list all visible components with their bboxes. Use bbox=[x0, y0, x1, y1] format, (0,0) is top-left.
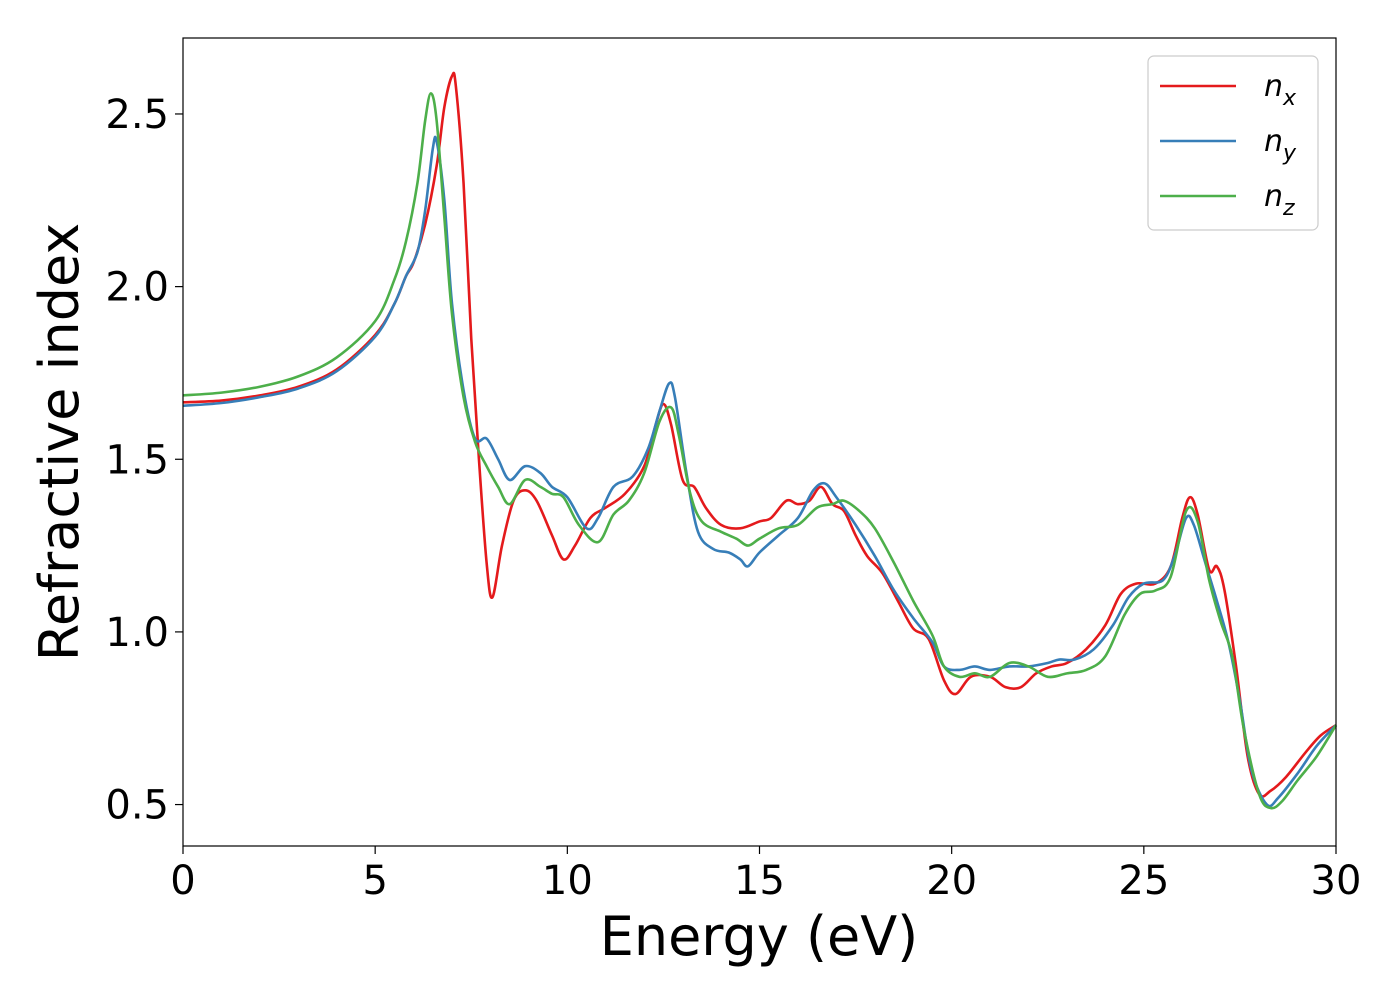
legend: nx ny nz bbox=[1147, 55, 1319, 231]
x-axis-ticks: 0 5 10 15 20 25 30 bbox=[170, 846, 1361, 904]
legend-label-y: ny bbox=[1264, 124, 1297, 166]
x-tick-label: 20 bbox=[926, 858, 977, 904]
y-axis-label: Refractive index bbox=[28, 223, 91, 662]
y-tick-label: 2.5 bbox=[105, 92, 169, 138]
x-tick-label: 10 bbox=[542, 858, 593, 904]
x-axis-label: Energy (eV) bbox=[600, 905, 919, 968]
x-tick-label: 30 bbox=[1311, 858, 1362, 904]
legend-box bbox=[1147, 55, 1319, 231]
y-tick-label: 2.0 bbox=[105, 265, 169, 311]
x-tick-label: 15 bbox=[734, 858, 785, 904]
y-axis-ticks: 0.5 1.0 1.5 2.0 2.5 bbox=[105, 92, 183, 829]
y-tick-label: 0.5 bbox=[105, 783, 169, 829]
legend-label-z: nz bbox=[1264, 179, 1295, 221]
legend-label-x: nx bbox=[1264, 69, 1297, 111]
x-tick-label: 5 bbox=[362, 858, 387, 904]
series-line-x bbox=[182, 71, 1337, 798]
x-tick-label: 0 bbox=[170, 858, 195, 904]
x-tick-label: 25 bbox=[1118, 858, 1169, 904]
y-tick-label: 1.0 bbox=[105, 610, 169, 656]
series-line-y bbox=[182, 135, 1337, 808]
series-layer bbox=[182, 71, 1338, 810]
y-tick-label: 1.5 bbox=[105, 437, 169, 483]
series-line-z bbox=[182, 91, 1338, 810]
